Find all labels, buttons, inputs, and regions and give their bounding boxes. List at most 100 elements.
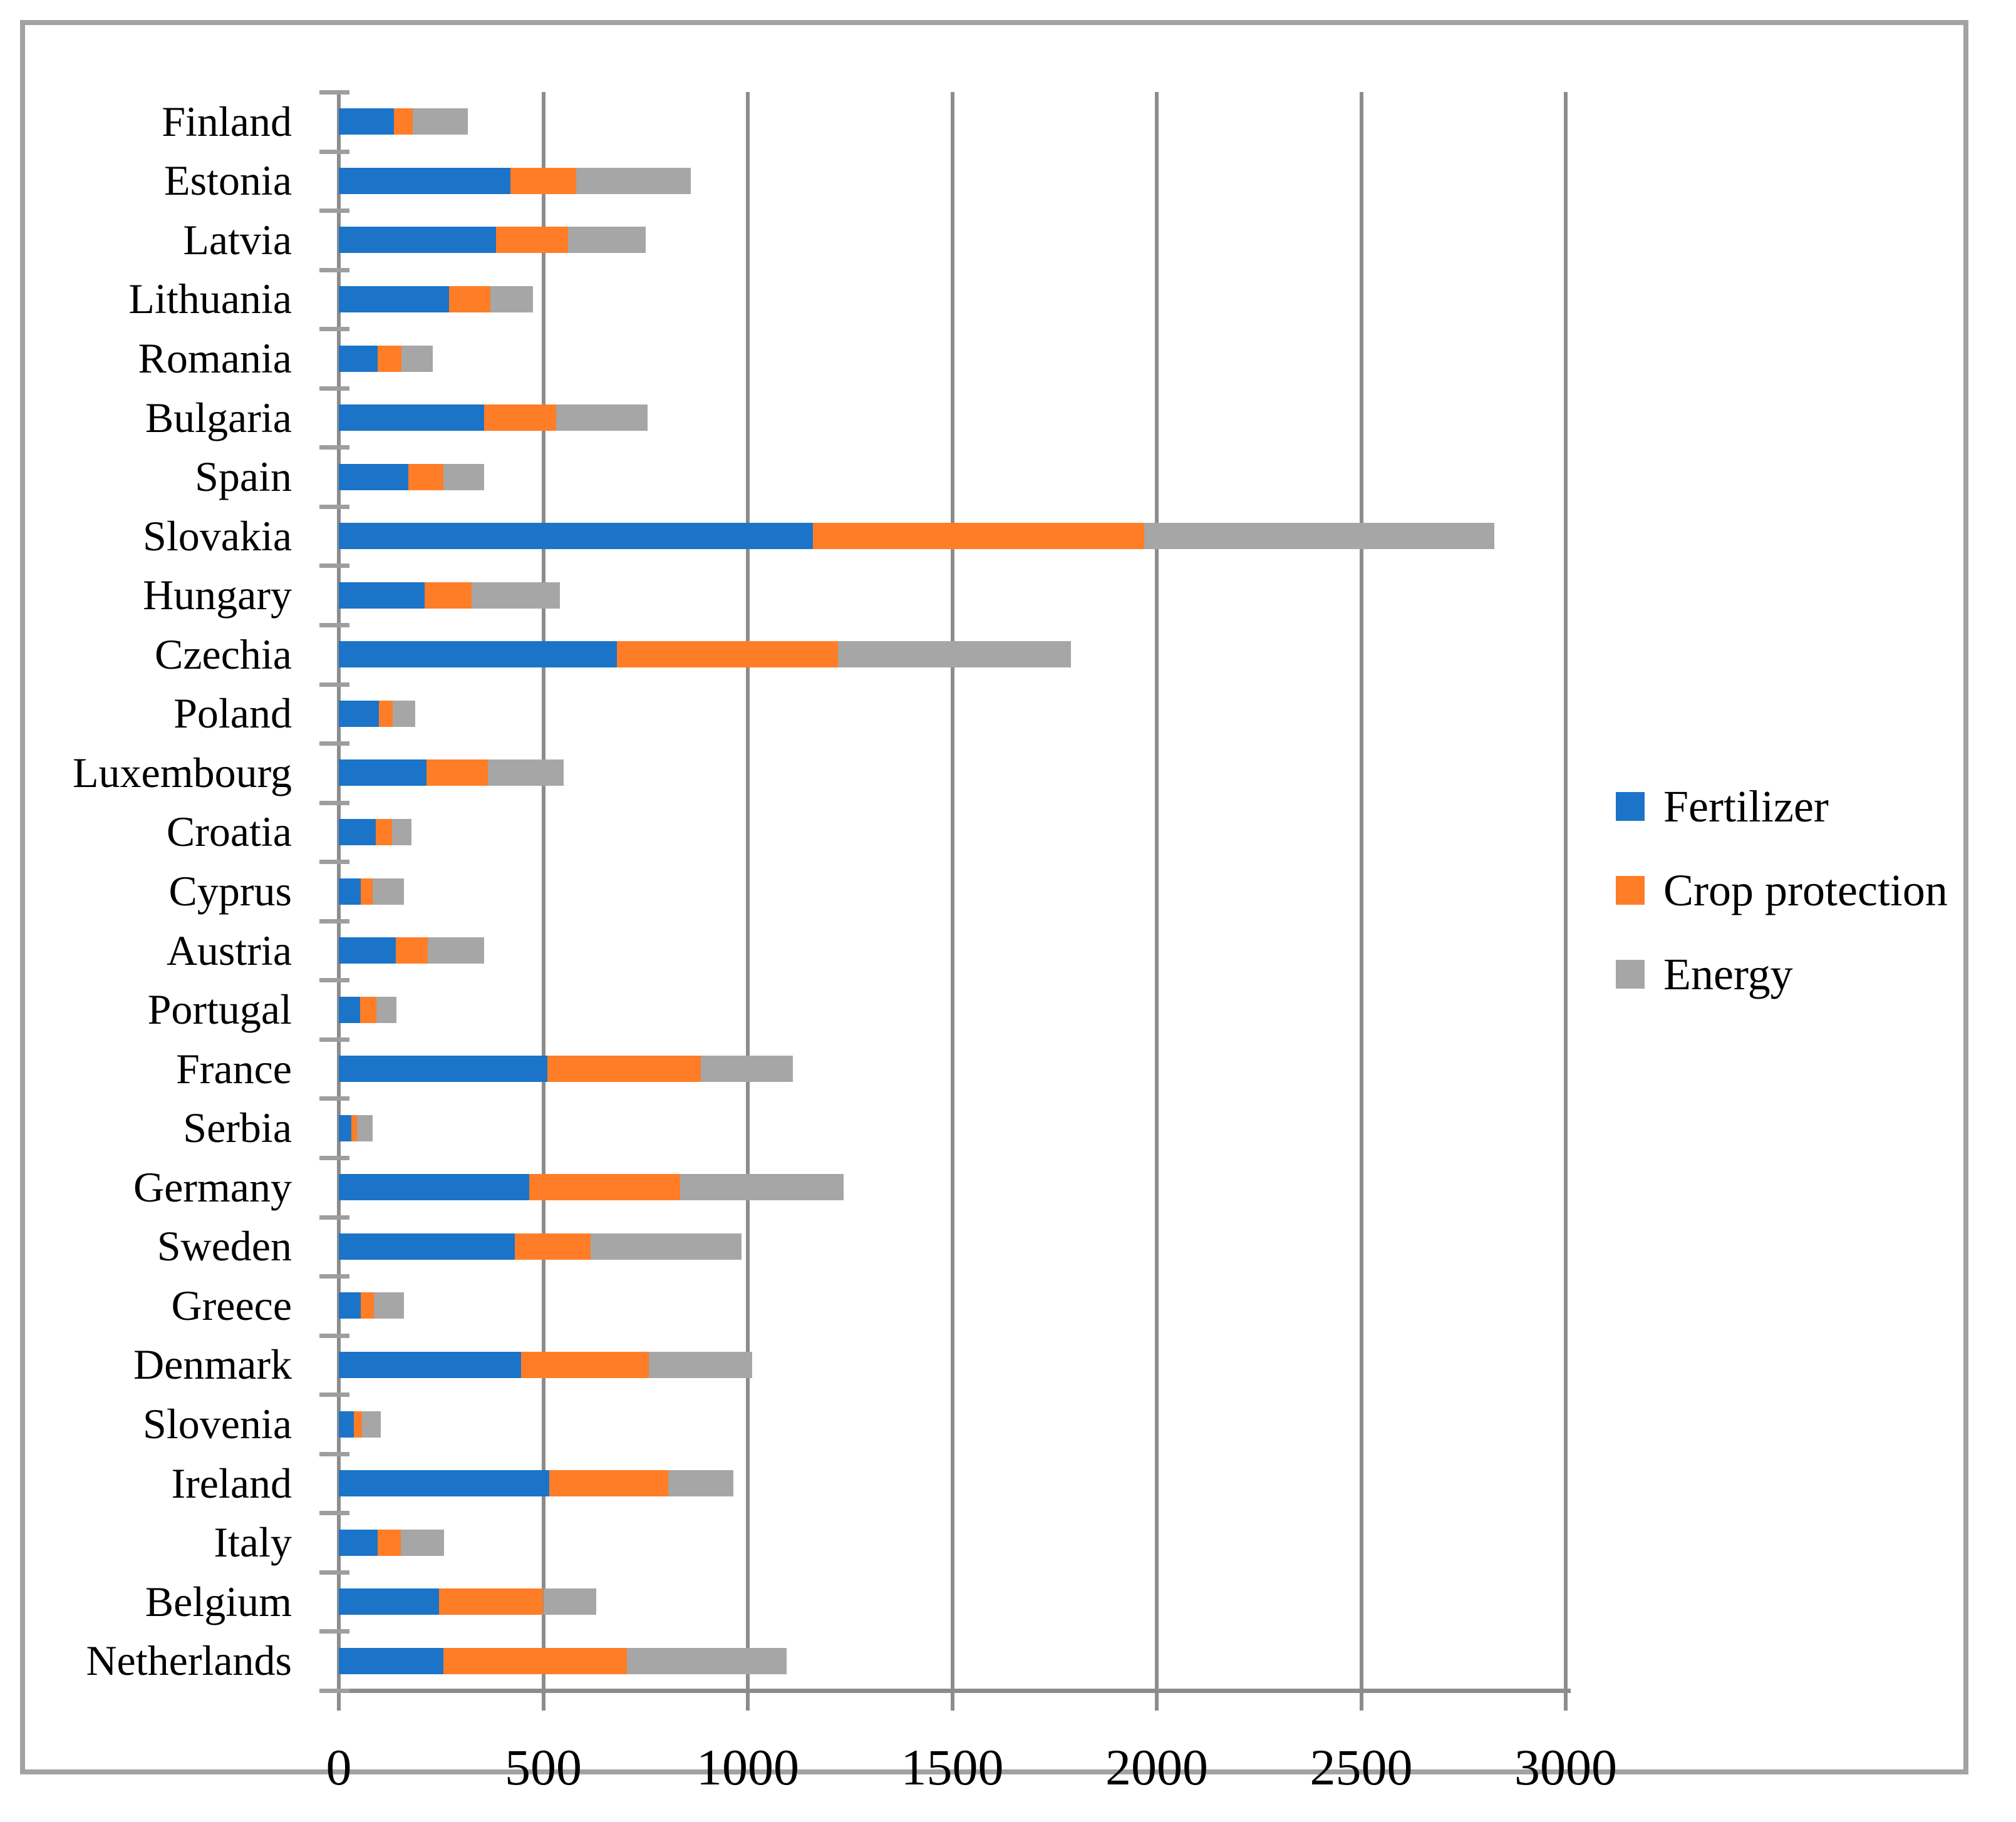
row-label-italy: Italy bbox=[214, 1518, 292, 1567]
bar-segment-hungary-energy bbox=[472, 582, 560, 609]
gridline-3000 bbox=[1564, 92, 1568, 1691]
bar-segment-estonia-crop-protection bbox=[510, 167, 576, 194]
bar-romania bbox=[339, 345, 1566, 372]
bar-denmark bbox=[339, 1351, 1566, 1378]
bar-segment-netherlands-energy bbox=[627, 1647, 787, 1674]
row-label-estonia: Estonia bbox=[164, 157, 292, 205]
bar-segment-lithuania-fertilizer bbox=[339, 286, 450, 312]
bar-segment-slovakia-crop-protection bbox=[813, 523, 1145, 550]
bar-segment-denmark-energy bbox=[648, 1351, 752, 1378]
y-axis-tick bbox=[319, 860, 349, 865]
y-axis-tick bbox=[319, 208, 349, 214]
bar-slovenia bbox=[339, 1411, 1566, 1438]
bar-segment-romania-crop-protection bbox=[378, 345, 401, 372]
bar-segment-bulgaria-fertilizer bbox=[339, 404, 484, 431]
bar-segment-germany-fertilizer bbox=[339, 1174, 529, 1201]
bar-ireland bbox=[339, 1470, 1566, 1497]
bar-segment-finland-fertilizer bbox=[339, 108, 395, 135]
bar-germany bbox=[339, 1174, 1566, 1201]
bar-segment-bulgaria-energy bbox=[556, 404, 648, 431]
bar-segment-latvia-fertilizer bbox=[339, 227, 497, 254]
bar-netherlands bbox=[339, 1647, 1566, 1674]
y-axis-tick bbox=[319, 1037, 349, 1042]
row-label-croatia: Croatia bbox=[166, 808, 292, 856]
row-label-sweden: Sweden bbox=[157, 1222, 292, 1270]
y-axis-tick bbox=[319, 1570, 349, 1575]
bar-segment-serbia-energy bbox=[357, 1114, 373, 1141]
y-axis-tick bbox=[319, 1333, 349, 1338]
bar-segment-greece-energy bbox=[374, 1292, 405, 1319]
x-axis-line bbox=[321, 1689, 1571, 1693]
bar-segment-netherlands-crop-protection bbox=[443, 1647, 628, 1674]
row-label-spain: Spain bbox=[195, 453, 292, 501]
row-label-hungary: Hungary bbox=[143, 571, 292, 619]
bar-italy bbox=[339, 1529, 1566, 1556]
row-label-serbia: Serbia bbox=[183, 1104, 292, 1152]
bar-segment-belgium-energy bbox=[543, 1588, 597, 1615]
y-axis-tick bbox=[319, 504, 349, 509]
legend-label-energy: Energy bbox=[1663, 949, 1793, 999]
bar-france bbox=[339, 1056, 1566, 1083]
legend-label-crop-protection: Crop protection bbox=[1663, 865, 1948, 915]
bar-segment-netherlands-fertilizer bbox=[339, 1647, 443, 1674]
y-axis-tick bbox=[319, 919, 349, 924]
row-label-czechia: Czechia bbox=[155, 630, 292, 678]
row-label-france: France bbox=[175, 1044, 292, 1093]
y-axis-tick bbox=[319, 1156, 349, 1160]
bar-segment-france-crop-protection bbox=[547, 1056, 701, 1083]
bar-belgium bbox=[339, 1588, 1566, 1615]
bar-segment-portugal-fertilizer bbox=[339, 996, 360, 1023]
y-axis-tick bbox=[319, 386, 349, 391]
gridline-500 bbox=[541, 92, 545, 1691]
bar-segment-lithuania-crop-protection bbox=[449, 286, 490, 312]
bar-segment-lithuania-energy bbox=[490, 286, 534, 312]
row-label-latvia: Latvia bbox=[183, 215, 292, 264]
y-axis-tick bbox=[319, 1215, 349, 1220]
x-axis-tick-1000 bbox=[746, 1691, 750, 1711]
y-axis-tick bbox=[319, 1392, 349, 1397]
row-label-lithuania: Lithuania bbox=[128, 275, 292, 323]
bar-segment-estonia-energy bbox=[576, 167, 691, 194]
bar-segment-ireland-energy bbox=[668, 1470, 734, 1497]
row-label-greece: Greece bbox=[171, 1281, 292, 1329]
bar-cyprus bbox=[339, 878, 1566, 905]
bar-segment-spain-energy bbox=[443, 463, 484, 490]
y-axis-tick bbox=[319, 682, 349, 687]
bar-luxembourg bbox=[339, 759, 1566, 786]
y-axis-tick bbox=[319, 149, 349, 154]
bar-segment-latvia-energy bbox=[567, 227, 646, 254]
bar-segment-hungary-crop-protection bbox=[425, 582, 472, 609]
y-axis-tick bbox=[319, 1689, 349, 1693]
legend-label-fertilizer: Fertilizer bbox=[1663, 781, 1829, 831]
bar-segment-austria-crop-protection bbox=[396, 937, 428, 964]
bar-segment-greece-crop-protection bbox=[361, 1292, 375, 1319]
row-label-luxembourg: Luxembourg bbox=[72, 748, 292, 796]
row-label-bulgaria: Bulgaria bbox=[145, 393, 292, 441]
row-label-finland: Finland bbox=[162, 97, 292, 145]
bar-sweden bbox=[339, 1233, 1566, 1260]
gridline-2000 bbox=[1155, 92, 1159, 1691]
y-axis-tick bbox=[319, 800, 349, 805]
x-axis-tick-label-2500: 2500 bbox=[1310, 1739, 1413, 1796]
y-axis-tick bbox=[319, 1274, 349, 1279]
y-axis-tick bbox=[319, 1629, 349, 1634]
bar-segment-sweden-crop-protection bbox=[514, 1233, 591, 1260]
bar-segment-romania-energy bbox=[401, 345, 433, 372]
bar-segment-denmark-crop-protection bbox=[520, 1351, 649, 1378]
y-axis-tick bbox=[319, 327, 349, 332]
bar-segment-poland-fertilizer bbox=[339, 700, 379, 727]
bar-segment-croatia-fertilizer bbox=[339, 818, 376, 845]
bar-croatia bbox=[339, 818, 1566, 845]
legend-item-energy: Energy bbox=[1616, 949, 1793, 999]
bar-segment-belgium-crop-protection bbox=[438, 1588, 544, 1615]
bar-austria bbox=[339, 937, 1566, 964]
bar-segment-slovenia-crop-protection bbox=[353, 1411, 362, 1438]
bar-segment-sweden-fertilizer bbox=[339, 1233, 515, 1260]
bar-hungary bbox=[339, 582, 1566, 609]
bar-latvia bbox=[339, 227, 1566, 254]
gridline-2500 bbox=[1359, 92, 1363, 1691]
bar-serbia bbox=[339, 1114, 1566, 1141]
bar-czechia bbox=[339, 641, 1566, 668]
legend-item-crop-protection: Crop protection bbox=[1616, 865, 1948, 915]
